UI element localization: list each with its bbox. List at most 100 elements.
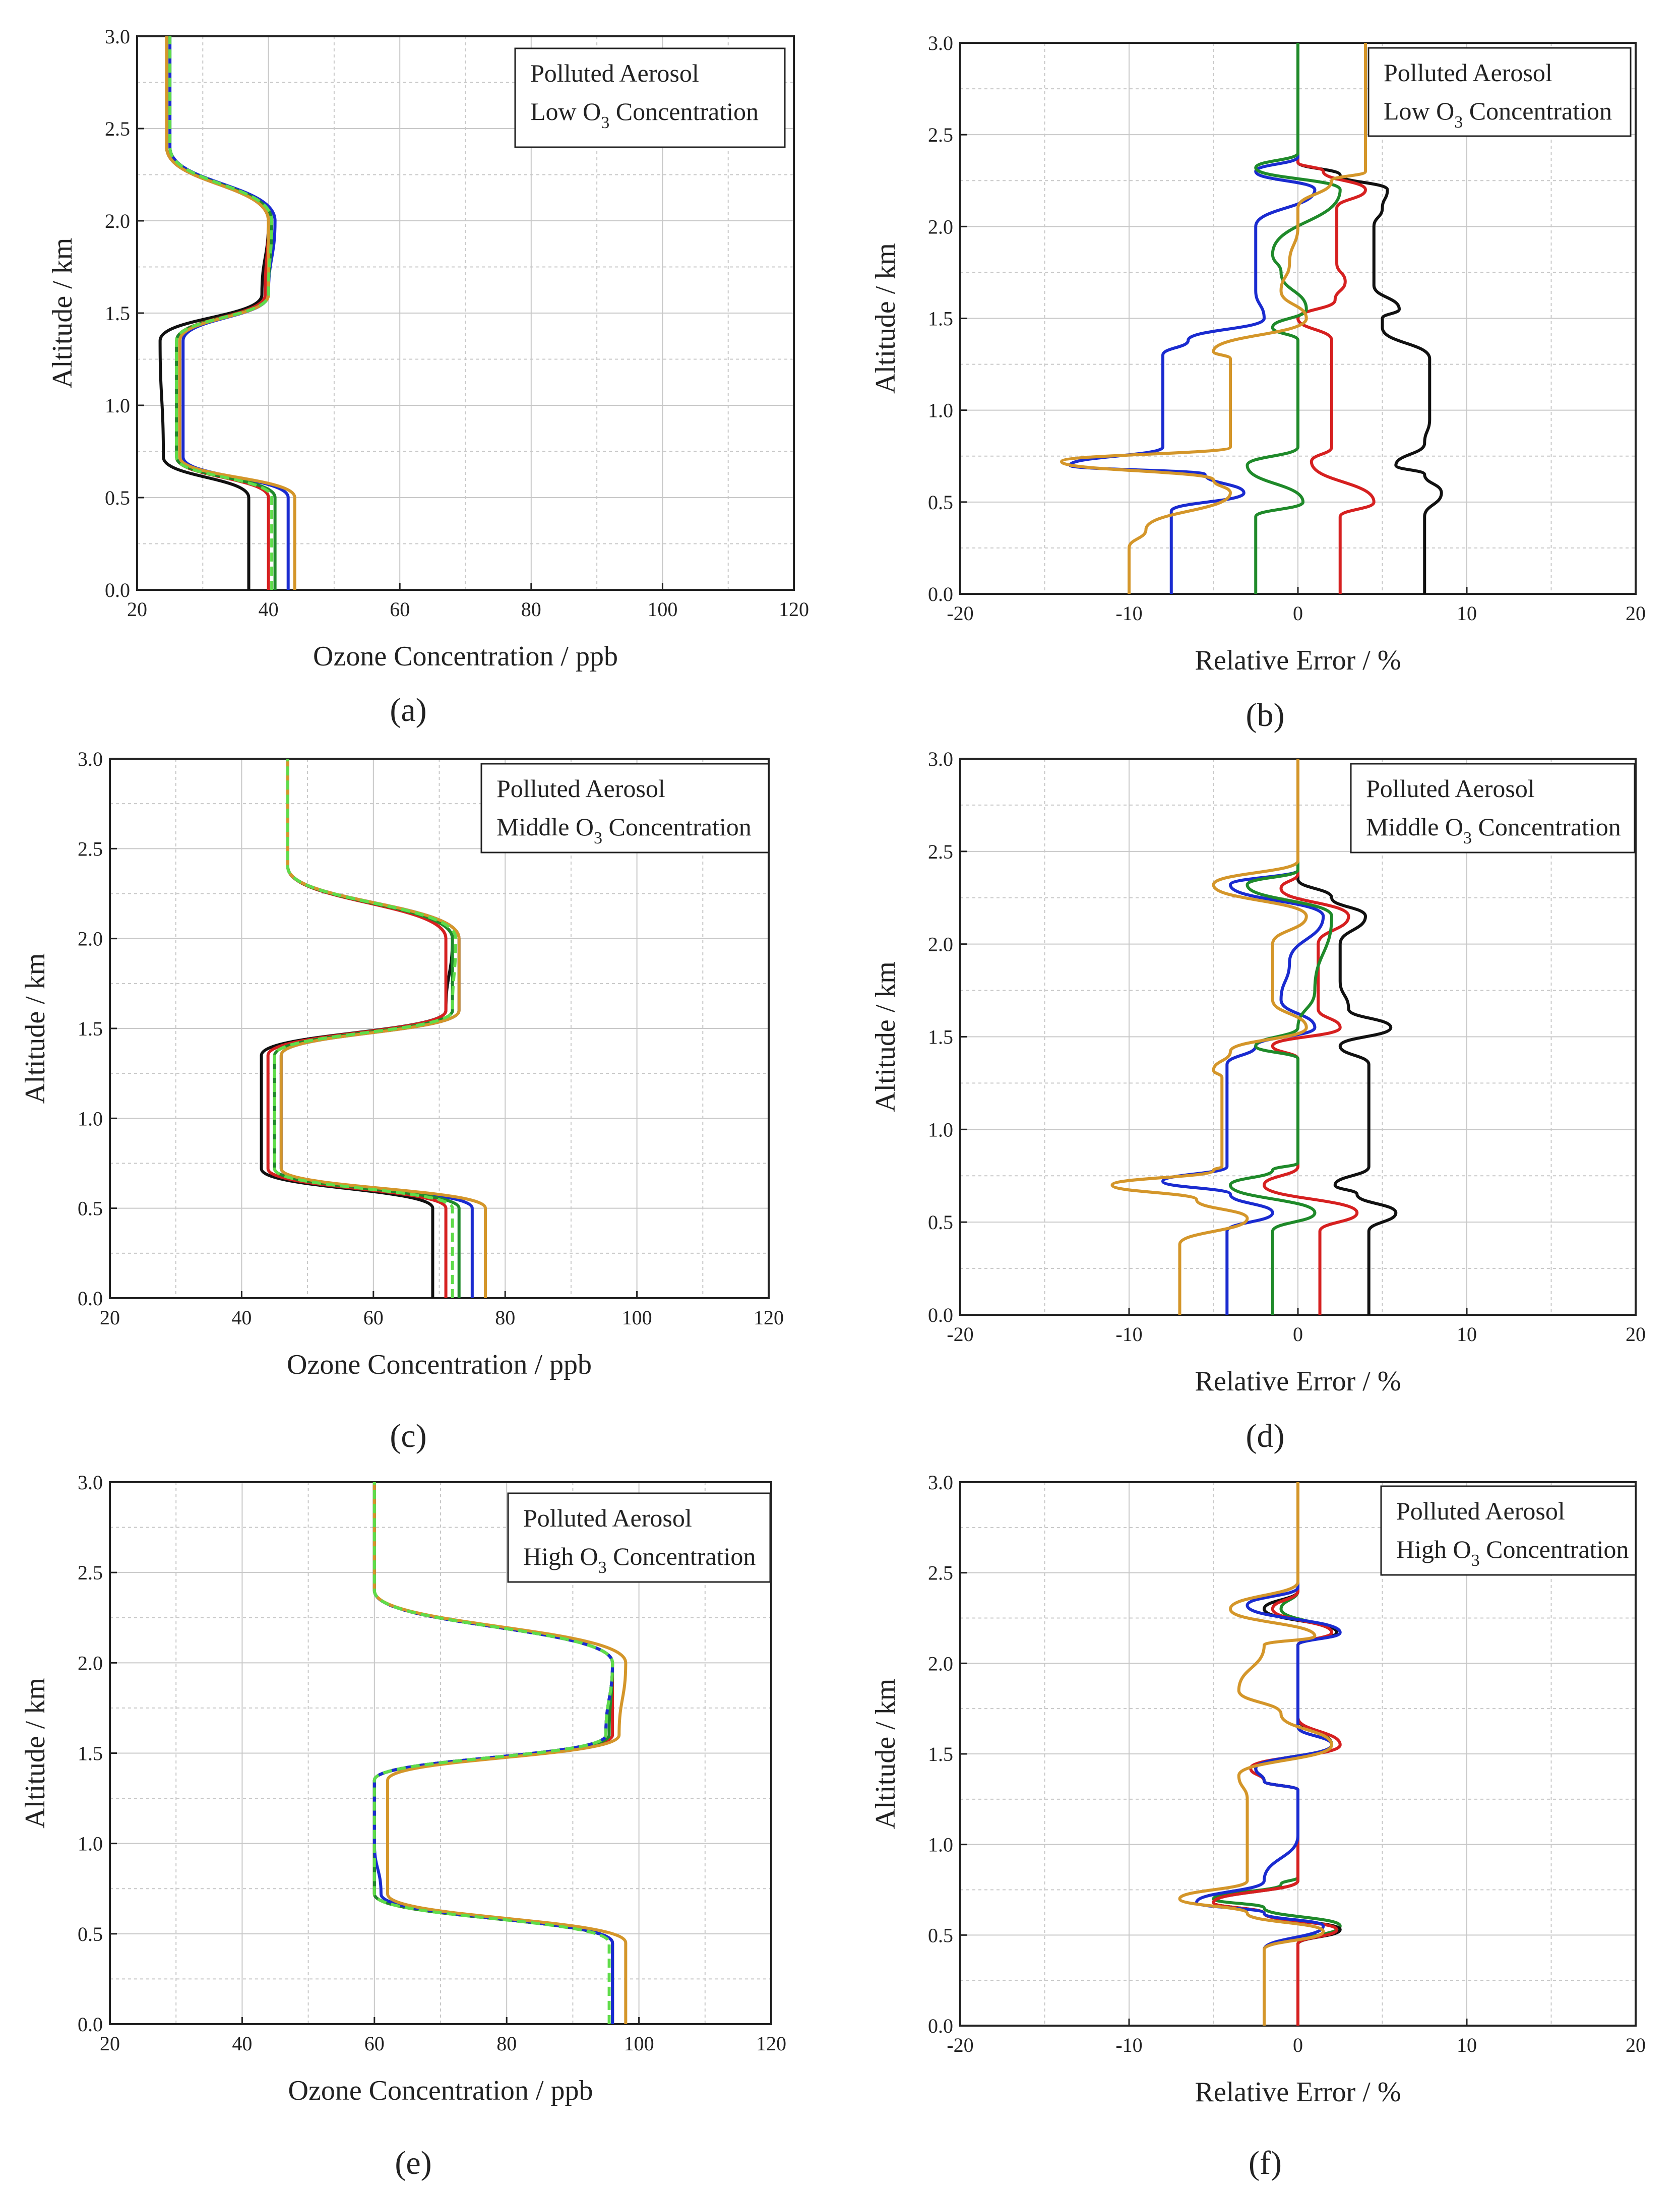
y-tick-label: 1.0 — [78, 1107, 103, 1130]
y-tick-label: 0.0 — [928, 1304, 953, 1326]
x-tick-label: 60 — [363, 1306, 384, 1329]
x-tick-label: 100 — [647, 598, 677, 621]
chart-panel-b: -20 -10 0 10 20 0.0 0.5 1.0 1.5 2.0 2.5 3.0 Relative… — [870, 32, 1646, 734]
panel-label: (a) — [390, 692, 426, 728]
x-tick-label: -10 — [1115, 602, 1142, 625]
x-axis-label: Relative Error / % — [1195, 2077, 1401, 2108]
series-line — [1296, 43, 1443, 594]
y-tick-label: 3.0 — [78, 1471, 103, 1494]
y-tick-label: 0.0 — [928, 583, 953, 605]
x-tick-label: 120 — [779, 598, 809, 621]
x-tick-label: 20 — [1626, 2034, 1646, 2056]
x-tick-label: 40 — [231, 1306, 252, 1329]
legend-title: Polluted Aerosol — [530, 59, 699, 87]
y-tick-label: 0.5 — [78, 1197, 103, 1220]
y-tick-label: 0.5 — [928, 1924, 953, 1946]
x-tick-label: -20 — [947, 2034, 973, 2056]
x-tick-label: 60 — [390, 598, 410, 621]
series-line — [1195, 1482, 1342, 2026]
y-tick-label: 0.0 — [78, 1287, 103, 1310]
series-line — [273, 759, 458, 1298]
y-tick-label: 0.0 — [78, 2013, 103, 2036]
series-line — [1229, 759, 1333, 1315]
y-tick-label: 3.0 — [928, 32, 953, 54]
y-tick-label: 1.5 — [78, 1742, 103, 1765]
x-tick-label: 0 — [1293, 602, 1303, 625]
x-tick-label: -10 — [1115, 1323, 1142, 1346]
chart-panel-d: -20 -10 0 10 20 0.0 0.5 1.0 1.5 2.0 2.5 3.0 Relative… — [870, 748, 1646, 1454]
x-tick-label: -20 — [947, 1323, 973, 1346]
legend-box: Polluted Aerosol High O3 Concentration — [1380, 1485, 1637, 1576]
y-tick-label: 0.0 — [928, 2015, 953, 2037]
y-tick-label: 2.5 — [928, 124, 953, 146]
x-tick-label: -10 — [1115, 2034, 1142, 2056]
panel-label: (c) — [390, 1418, 426, 1454]
x-tick-label: 20 — [1626, 602, 1646, 625]
y-axis-label: Altitude / km — [47, 238, 78, 389]
y-tick-label: 1.5 — [928, 1743, 953, 1765]
x-tick-label: 80 — [521, 598, 541, 621]
x-tick-label: 20 — [127, 598, 147, 621]
y-tick-label: 0.0 — [105, 579, 130, 601]
y-tick-label: 1.5 — [928, 1026, 953, 1049]
y-tick-label: 3.0 — [105, 25, 130, 48]
series-group — [1110, 759, 1398, 1315]
y-tick-label: 2.5 — [928, 840, 953, 863]
legend-subtitle: Low O3 Concentration — [530, 97, 759, 132]
y-axis-label: Altitude / km — [870, 1679, 901, 1830]
legend-title: Polluted Aerosol — [1384, 58, 1552, 87]
x-tick-label: 100 — [622, 1306, 652, 1329]
y-tick-label: 1.0 — [78, 1833, 103, 1855]
series-line — [1263, 759, 1359, 1315]
x-tick-label: 40 — [259, 598, 279, 621]
y-tick-label: 0.5 — [928, 491, 953, 514]
chart-panel-e: 20 40 60 80 100 120 0.0 0.5 1.0 1.5 2.0 2.5 3.0 Ozone… — [20, 1471, 786, 2181]
x-tick-label: 0 — [1293, 1323, 1303, 1346]
legend-subtitle: High O3 Concentration — [523, 1542, 756, 1577]
y-tick-label: 2.0 — [928, 215, 953, 238]
y-tick-label: 2.5 — [928, 1562, 953, 1585]
x-tick-label: 100 — [624, 2032, 654, 2055]
y-tick-label: 0.5 — [928, 1211, 953, 1234]
y-axis-label: Altitude / km — [20, 953, 51, 1104]
series-group — [260, 759, 487, 1298]
y-tick-label: 1.5 — [105, 302, 130, 325]
y-tick-label: 3.0 — [928, 1471, 953, 1494]
y-tick-label: 2.0 — [78, 928, 103, 950]
y-tick-label: 1.0 — [928, 1834, 953, 1856]
legend-box: Polluted Aerosol Middle O3 Concentration — [480, 763, 770, 854]
y-tick-label: 2.0 — [105, 210, 130, 232]
x-tick-label: 20 — [100, 2032, 120, 2055]
series-line — [1068, 43, 1317, 594]
legend-subtitle: Low O3 Concentration — [1384, 97, 1612, 132]
y-tick-label: 3.0 — [78, 748, 103, 770]
panel-label: (d) — [1246, 1418, 1285, 1454]
series-line — [168, 36, 274, 590]
x-tick-label: 120 — [754, 1306, 784, 1329]
y-tick-label: 1.0 — [928, 399, 953, 422]
legend-box: Polluted Aerosol Low O3 Concentration — [514, 47, 786, 148]
legend-title: Polluted Aerosol — [523, 1504, 692, 1532]
y-tick-label: 2.5 — [105, 117, 130, 140]
series-line — [1296, 43, 1376, 594]
series-group — [372, 1482, 628, 2024]
legend-box: Polluted Aerosol Low O3 Concentration — [1367, 47, 1632, 137]
legend-subtitle: High O3 Concentration — [1396, 1535, 1629, 1570]
legend-subtitle: Middle O3 Concentration — [496, 813, 752, 847]
series-line — [1060, 43, 1367, 594]
panel-label: (f) — [1249, 2145, 1282, 2181]
series-group — [158, 36, 296, 590]
chart-panel-a: 20 40 60 80 100 120 0.0 0.5 1.0 1.5 2.0 2.5 3.0 Ozone… — [47, 25, 809, 728]
x-tick-label: 10 — [1457, 602, 1477, 625]
x-tick-label: -20 — [947, 602, 973, 625]
legend-title: Polluted Aerosol — [1396, 1497, 1565, 1525]
y-axis-label: Altitude / km — [870, 243, 901, 394]
series-group — [1178, 1482, 1342, 2026]
panel-label: (b) — [1246, 697, 1285, 734]
y-tick-label: 2.5 — [78, 837, 103, 860]
legend-subtitle: Middle O3 Concentration — [1366, 813, 1621, 847]
legend-box: Polluted Aerosol Middle O3 Concentration — [1350, 763, 1636, 854]
chart-panel-c: 20 40 60 80 100 120 0.0 0.5 1.0 1.5 2.0 2.5 3.0 Ozone… — [20, 748, 784, 1454]
x-tick-label: 80 — [495, 1306, 515, 1329]
